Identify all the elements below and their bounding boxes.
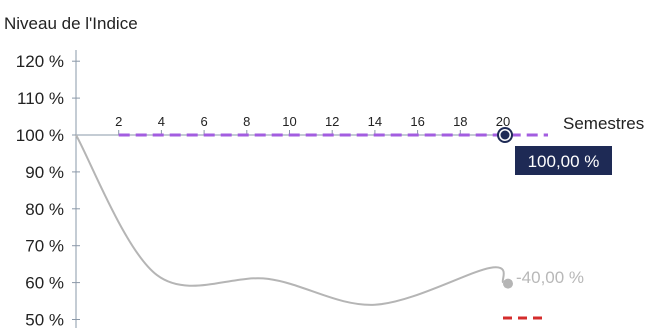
x-tick-label: 4	[158, 114, 165, 129]
y-tick-label: 80 %	[25, 200, 64, 219]
x-tick-label: 12	[325, 114, 339, 129]
final-level-marker	[500, 130, 510, 140]
y-tick-label: 70 %	[25, 237, 64, 256]
series-line	[75, 134, 505, 306]
x-tick-label: 8	[243, 114, 250, 129]
y-axis: 120 % 110 % 100 % 90 % 80 % 70 % 60 % 50 %	[16, 50, 80, 330]
end-labels: 100,00 % -40,00 %	[497, 127, 612, 287]
y-tick-label: 90 %	[25, 163, 64, 182]
series	[75, 134, 513, 306]
x-tick-label: 20	[496, 114, 510, 129]
y-tick-label: 110 %	[17, 89, 64, 108]
y-tick-label: 60 %	[25, 274, 64, 293]
levels	[118, 133, 548, 320]
performance-label: -40,00 %	[516, 268, 584, 287]
x-axis-title: Semestres	[563, 114, 644, 133]
x-tick-label: 14	[368, 114, 382, 129]
x-tick-label: 2	[115, 114, 122, 129]
x-tick-label: 18	[453, 114, 467, 129]
x-axis: 2 4 6 8 10 12 14 16 18 20 Semestres	[76, 114, 644, 136]
final-level-label: 100,00 %	[528, 152, 600, 171]
x-tick-label: 16	[410, 114, 424, 129]
final-level-badge	[515, 146, 612, 175]
x-tick-label: 6	[200, 114, 207, 129]
y-tick-label: 120 %	[16, 52, 64, 71]
y-tick-label: 100 %	[16, 126, 64, 145]
series-end-point	[503, 278, 513, 289]
y-axis-title: Niveau de l'Indice	[4, 14, 138, 33]
x-tick-label: 10	[282, 114, 296, 129]
y-tick-label: 50 %	[25, 311, 64, 330]
